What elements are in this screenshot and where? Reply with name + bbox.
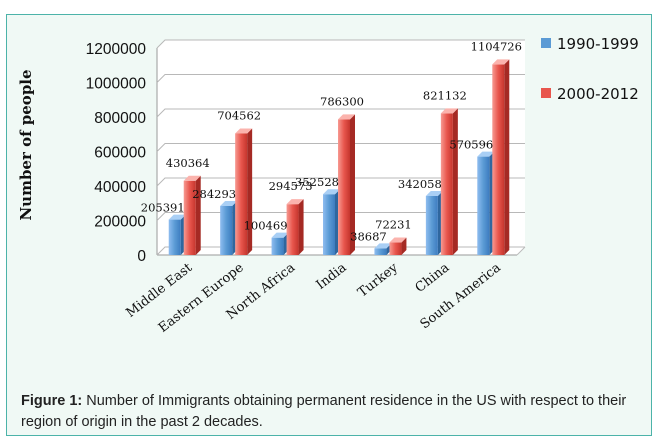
x-tick-label: India [314,260,350,293]
data-label: 294573 [269,179,313,193]
bar-side [452,108,458,255]
bar-2000-2012 [440,113,453,255]
bar-1990-1999 [168,219,181,255]
caption-text: Number of Immigrants obtaining permanent… [21,393,627,430]
caption-label: Figure 1: [21,393,83,409]
bar-top [389,237,407,243]
data-label: 342058 [398,177,442,191]
bar-1990-1999 [220,205,233,255]
gridline [156,39,525,49]
figure-frame: 0 200000 400000 600000 800000 1000000 1200000 … [6,14,652,436]
bar-2000-2012 [286,204,299,255]
legend-entry: 2000-2012 [557,85,639,103]
data-labels: 205391 430364 284293 704562 100469 2945733525… [141,39,522,243]
gridline [156,108,525,118]
bar-side [247,128,253,255]
bar-top [440,108,458,114]
bar-1990-1999 [374,248,387,255]
data-label: 284293 [192,187,236,201]
bar-top [374,243,392,249]
gridline [156,177,525,187]
gridline [156,74,525,83]
bar-side [504,59,510,255]
data-label: 352528 [295,175,339,189]
gridline [156,143,525,152]
y-tick-label: 1000000 [86,76,147,93]
data-label: 704562 [217,108,261,122]
bar-1990-1999 [271,237,284,255]
y-tick-label: 800000 [94,110,146,127]
data-label: 821132 [423,88,467,102]
legend-swatch [541,88,551,98]
bar-top [220,200,238,206]
bar-2000-2012 [235,133,248,255]
data-label: 38687 [350,229,387,243]
bar-side [195,175,201,255]
data-label: 786300 [320,94,364,108]
bar-top [168,214,186,220]
bar-chart: 020000040000060000080000010000001200000 … [17,35,639,336]
bar-1990-1999 [425,195,438,255]
bar-side [350,114,355,255]
bar-top [338,114,355,120]
bar-top [477,151,495,157]
data-label: 205391 [141,201,185,215]
legend: 1990-1999 2000-2012 [541,35,639,103]
bar-2000-2012 [183,180,196,255]
y-tick-label: 400000 [94,179,146,196]
bar-top [323,189,340,195]
bar-2000-2012 [338,119,350,255]
bar-side [298,199,304,255]
y-tick-label: 600000 [94,145,146,162]
x-tick-label: Eastern Europe [156,260,247,336]
bar-side [401,237,407,255]
data-label: 72231 [375,218,412,232]
bars [168,59,510,255]
y-tick-label: 0 [137,248,146,265]
x-tick-label: China [413,260,453,296]
y-axis-label: Number of people [17,69,35,220]
bar-1990-1999 [477,156,490,255]
figure-caption: Figure 1: Number of Immigrants obtaining… [21,391,651,433]
data-label: 430364 [166,156,210,170]
bar-2000-2012 [389,242,402,255]
bar-top [235,128,253,134]
y-axis-ticks: 0 200000 400000 600000 800000 1000000 1200000 [86,41,147,265]
data-label: 1104726 [471,39,522,53]
floor-edge [516,246,526,256]
legend-swatch [541,38,551,48]
bar-2000-2012 [492,64,505,255]
data-label: 570596 [449,138,493,152]
data-label: 100469 [244,219,288,233]
bar-top [271,232,289,238]
legend-entry: 1990-1999 [557,35,639,53]
y-tick-label: 200000 [94,214,146,231]
y-tick-label: 1200000 [86,41,147,58]
bar-top [492,59,510,65]
bar-top [183,175,201,181]
x-tick-label: Turkey [355,260,401,301]
bar-top [286,199,304,205]
gridline [156,212,525,221]
bar-1990-1999 [323,194,335,255]
bar-top [425,190,443,196]
